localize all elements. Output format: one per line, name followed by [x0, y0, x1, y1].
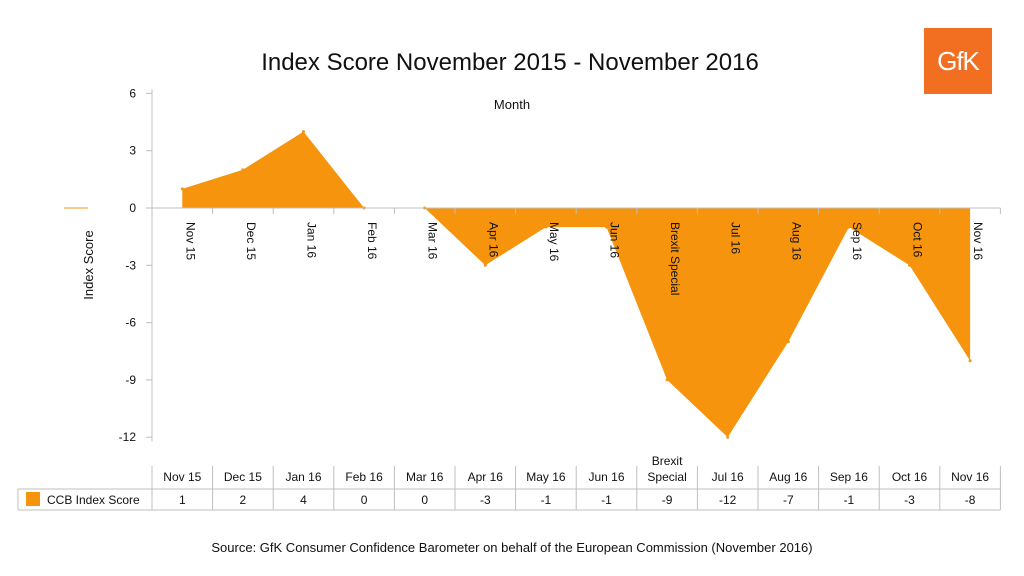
table-header-cell: Oct 16 — [892, 470, 928, 484]
table-header-cell: Nov 16 — [951, 470, 989, 484]
data-point — [726, 435, 730, 439]
legend-swatch — [26, 492, 40, 506]
y-tick-label: 6 — [129, 86, 136, 100]
table-value-cell: 4 — [300, 493, 307, 507]
y-tick-label: -3 — [125, 258, 136, 272]
table-header-cell: Nov 15 — [163, 470, 201, 484]
data-point — [544, 225, 548, 229]
table-header-cell: Aug 16 — [769, 470, 807, 484]
legend-label: CCB Index Score — [47, 493, 140, 507]
table-header-cell: Apr 16 — [468, 470, 504, 484]
chart-title: Index Score November 2015 - November 201… — [261, 49, 759, 76]
table-header-cell: Jan 16 — [285, 470, 321, 484]
table-value-cell: 0 — [421, 493, 428, 507]
y-axis-title: Index Score — [81, 230, 96, 299]
data-point — [180, 187, 184, 191]
x-tick-label: Oct 16 — [911, 222, 925, 258]
x-tick-label: May 16 — [547, 222, 561, 262]
x-tick-label: Apr 16 — [486, 222, 500, 258]
table-value-cell: 0 — [361, 493, 368, 507]
table-value-cell: -1 — [541, 493, 552, 507]
y-tick-label: 0 — [129, 201, 136, 215]
table-header-cell: Jun 16 — [588, 470, 624, 484]
y-tick-label: -6 — [125, 316, 136, 330]
table-header-cell: Dec 15 — [224, 470, 262, 484]
data-point — [908, 263, 911, 267]
table-value-cell: -1 — [601, 493, 612, 507]
source-note: Source: GfK Consumer Confidence Baromete… — [211, 540, 813, 555]
table-value-cell: 1 — [179, 493, 186, 507]
table-header-line1: Brexit — [652, 454, 683, 468]
plot-area: 6 3 0 -3 -6 -9 -12 Nov 15 Dec 15 Jan 16 Feb 16 Mar … — [64, 86, 1001, 444]
table-value-cell: -1 — [844, 493, 855, 507]
data-point — [665, 378, 669, 382]
series-area-ccb-index-score — [182, 131, 971, 438]
gfk-logo: GfK — [924, 28, 992, 94]
table-header-cell: May 16 — [526, 470, 566, 484]
data-point — [786, 340, 790, 344]
data-point — [968, 359, 972, 363]
x-tick-label: Jan 16 — [305, 222, 319, 258]
table-header-cell: Sep 16 — [830, 470, 868, 484]
x-tick-label: Brexit Special — [668, 222, 682, 295]
x-axis-title: Month — [494, 97, 530, 112]
y-tick-label: 3 — [129, 144, 136, 158]
table-header-cell: Jul 16 — [712, 470, 744, 484]
table-header-cell: Mar 16 — [406, 470, 444, 484]
data-point — [605, 225, 608, 229]
table-value-cell: 2 — [240, 493, 247, 507]
data-point — [847, 225, 851, 229]
table-value-cell: -8 — [965, 493, 976, 507]
x-tick-label: Mar 16 — [426, 222, 440, 260]
data-point — [483, 263, 487, 267]
x-tick-label: Sep 16 — [850, 222, 864, 260]
table-header-cell: Feb 16 — [345, 470, 383, 484]
x-tick-label: Nov 15 — [183, 222, 197, 260]
data-table: Nov 15 Dec 15 Jan 16 Feb 16 Mar 16 Apr 16 May … — [17, 454, 1001, 511]
y-tick-label: -9 — [125, 373, 136, 387]
x-tick-label: Dec 15 — [244, 222, 258, 260]
y-tick-label: -12 — [119, 430, 137, 444]
logo-text: GfK — [937, 45, 980, 76]
table-header-line2: Special — [647, 470, 686, 484]
x-tick-label: Jun 16 — [608, 222, 622, 258]
x-tick-label: Feb 16 — [365, 222, 379, 260]
table-value-cell: -3 — [480, 493, 491, 507]
table-value-cell: -12 — [719, 493, 737, 507]
data-point — [241, 168, 245, 172]
x-tick-label: Aug 16 — [789, 222, 803, 260]
x-tick-label: Jul 16 — [729, 222, 743, 254]
table-value-cell: -9 — [662, 493, 673, 507]
x-tick-label: Nov 16 — [971, 222, 985, 260]
table-value-cell: -3 — [904, 493, 915, 507]
data-point — [302, 130, 305, 134]
table-value-cell: -7 — [783, 493, 794, 507]
